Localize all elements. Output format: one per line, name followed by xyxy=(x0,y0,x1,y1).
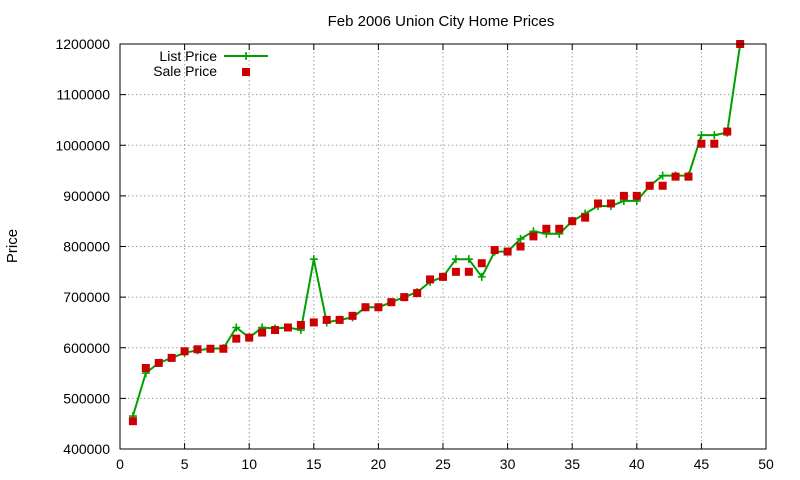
list-price-point xyxy=(516,234,525,243)
sale-price-point xyxy=(594,199,603,208)
sale-price-point xyxy=(697,139,706,148)
sale-price-point xyxy=(490,246,499,255)
x-tick-label: 25 xyxy=(435,456,451,472)
sale-price-point xyxy=(258,328,267,337)
sale-price-point xyxy=(413,289,422,298)
list-price-point xyxy=(697,131,706,140)
x-tick-label: 15 xyxy=(306,456,322,472)
sale-price-point xyxy=(684,172,693,181)
sale-price-point xyxy=(283,323,292,332)
sale-price-point xyxy=(245,333,254,342)
sale-price-point xyxy=(671,172,680,181)
sale-price-point xyxy=(581,213,590,222)
sale-price-point xyxy=(180,347,189,356)
sale-price-point xyxy=(322,315,331,324)
legend-label-sale-price: Sale Price xyxy=(153,63,217,79)
sale-price-point xyxy=(271,326,280,335)
axis-ticks: 400000 500000 600000 700000 800000 900000 1000… xyxy=(55,36,774,472)
sale-price-point xyxy=(141,364,150,372)
sale-price-point xyxy=(710,139,719,148)
sale-price-point xyxy=(555,224,564,233)
sale-price-point xyxy=(361,303,370,312)
y-tick-label: 1100000 xyxy=(57,87,111,103)
sale-price-point xyxy=(477,259,486,268)
x-tick-label: 40 xyxy=(629,456,645,472)
sale-price-point xyxy=(516,242,525,251)
x-tick-label: 10 xyxy=(241,456,257,472)
x-tick-label: 5 xyxy=(181,456,189,472)
list-price-point xyxy=(451,255,460,264)
sale-price-point xyxy=(464,267,473,276)
y-tick-label: 400000 xyxy=(63,441,110,457)
list-price-point xyxy=(232,323,241,332)
grid xyxy=(120,44,766,449)
sale-price-point xyxy=(167,353,176,362)
sale-price-point xyxy=(451,267,460,276)
sale-price-point xyxy=(723,127,732,136)
x-tick-label: 20 xyxy=(371,456,387,472)
sale-price-point xyxy=(400,293,409,302)
plot-series xyxy=(128,40,745,426)
y-tick-label: 1200000 xyxy=(55,36,110,52)
sale-price-point xyxy=(542,224,551,233)
x-tick-label: 45 xyxy=(694,456,710,472)
list-price-point xyxy=(464,255,473,264)
sale-price-point xyxy=(232,334,241,343)
sale-price-point xyxy=(335,315,344,324)
legend: List Price Sale Price xyxy=(153,48,268,79)
sale-price-point xyxy=(658,181,667,190)
y-tick-label: 500000 xyxy=(63,390,110,406)
sale-price-point xyxy=(568,217,577,226)
sale-price-point xyxy=(619,191,628,200)
y-tick-label: 900000 xyxy=(63,188,110,204)
y-tick-label: 600000 xyxy=(63,340,110,356)
sale-price-point xyxy=(296,320,305,329)
sale-price-point xyxy=(374,303,383,312)
sale-price-point xyxy=(387,298,396,307)
legend-marker-sale-price xyxy=(242,68,250,76)
y-tick-label: 700000 xyxy=(63,289,110,305)
sale-price-point xyxy=(426,275,435,284)
sale-price-point xyxy=(219,344,228,353)
legend-label-list-price: List Price xyxy=(159,48,217,64)
sale-price-point xyxy=(348,311,357,320)
sale-price-point xyxy=(154,358,163,367)
y-tick-label: 800000 xyxy=(63,239,110,255)
x-tick-label: 50 xyxy=(758,456,774,472)
sale-price-point xyxy=(193,345,202,354)
plot-frame xyxy=(119,43,767,450)
x-tick-label: 30 xyxy=(500,456,516,472)
sale-price-point xyxy=(503,247,512,256)
x-tick-label: 0 xyxy=(116,456,124,472)
y-tick-label: 1000000 xyxy=(55,137,110,153)
y-axis-label: Price xyxy=(4,229,21,263)
sale-price-point xyxy=(632,191,641,200)
chart-title: Feb 2006 Union City Home Prices xyxy=(328,13,555,30)
list-price-point xyxy=(658,171,667,180)
sale-price-point xyxy=(309,318,318,327)
list-price-point xyxy=(309,255,318,264)
list-price-point xyxy=(477,272,486,281)
sale-price-point xyxy=(128,417,137,426)
sale-price-point xyxy=(529,232,538,241)
legend-marker-list-price xyxy=(242,52,250,60)
sale-price-point xyxy=(645,181,654,190)
sale-price-point xyxy=(206,344,215,353)
series-line-list-price xyxy=(131,43,742,417)
x-tick-label: 35 xyxy=(564,456,580,472)
sale-price-point xyxy=(439,272,447,281)
sale-price-point xyxy=(606,199,615,208)
list-price-point xyxy=(710,131,719,140)
